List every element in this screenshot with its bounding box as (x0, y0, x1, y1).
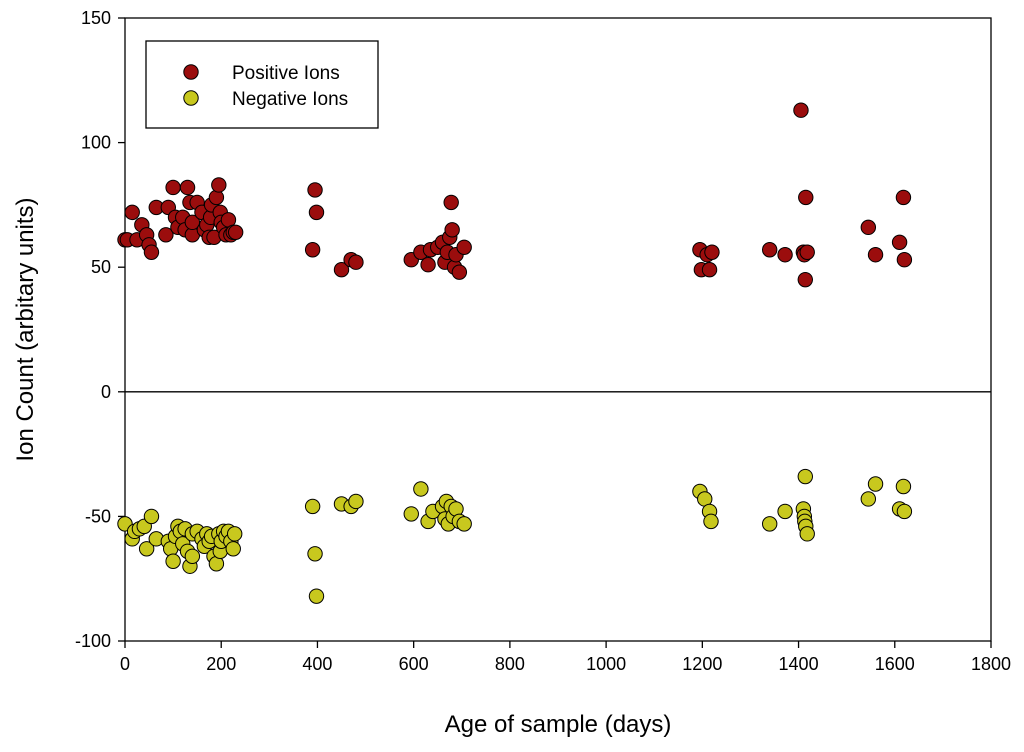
positive-ion-point (860, 219, 877, 236)
positive-ion-point (333, 261, 350, 278)
legend-label-negative-ions: Negative Ions (232, 89, 348, 110)
y-tick-label: 100 (81, 133, 111, 153)
y-tick-label: -100 (75, 631, 111, 651)
negative-ion-point (456, 516, 472, 532)
x-tick-label: 400 (302, 654, 332, 674)
negative-ion-point (867, 476, 884, 492)
negative-ion-point (226, 526, 243, 542)
positive-ion-point (443, 194, 459, 211)
positive-ion-point (777, 247, 793, 263)
positive-ion-point (158, 227, 174, 243)
positive-ion-point (420, 257, 436, 273)
negative-ion-point (304, 498, 321, 515)
negative-ion-point (138, 541, 155, 557)
x-tick-label: 200 (206, 654, 236, 674)
x-tick-label: 600 (399, 654, 429, 674)
legend: Positive Ions Negative Ions (145, 40, 379, 129)
positive-ion-point (451, 264, 468, 280)
y-tick-label: 150 (81, 8, 111, 28)
positive-ion-point (891, 234, 908, 250)
y-tick-label: 50 (91, 257, 111, 277)
positive-ion-point (165, 179, 181, 196)
negative-ion-point (143, 508, 160, 525)
legend-label-positive-ions: Positive Ions (232, 63, 340, 84)
negative-ion-point (703, 513, 719, 530)
positive-ion-point (799, 244, 815, 260)
positive-ion-point (304, 242, 321, 258)
positive-ion-point (701, 261, 718, 278)
positive-ion-point (895, 189, 912, 206)
x-tick-label: 0 (120, 654, 130, 674)
negative-ion-point (895, 478, 912, 495)
positive-ion-point (227, 224, 244, 241)
negative-ion-point (225, 541, 241, 557)
negative-ion-point (761, 516, 778, 532)
data-points (117, 102, 913, 604)
positive-ion-point (348, 254, 364, 270)
positive-ion-point (179, 179, 196, 196)
positive-ion-point (444, 222, 460, 238)
plot-border (124, 17, 992, 642)
positive-ion-point (867, 247, 884, 263)
negative-ion-point (184, 548, 201, 564)
negative-ion-point (413, 481, 429, 497)
y-axis-title: Ion Count (arbitary units) (12, 197, 39, 461)
plot-area (124, 17, 992, 642)
positive-ion-point (797, 271, 813, 288)
negative-ion-point (797, 468, 813, 485)
x-axis-title: Age of sample (days) (445, 711, 672, 738)
axis-ticks: 0 200 400 600 800 1000 1200 1400 1600 1800-100-50… (75, 8, 1011, 674)
x-tick-label: 1800 (971, 654, 1011, 674)
legend-box (145, 40, 379, 129)
x-tick-label: 1600 (875, 654, 915, 674)
legend-marker-negative-ions (183, 90, 199, 106)
x-tick-label: 1000 (586, 654, 626, 674)
positive-ion-point (211, 177, 227, 193)
y-tick-label: 0 (101, 382, 111, 402)
negative-ion-point (799, 526, 815, 542)
negative-ion-point (896, 503, 913, 520)
x-tick-label: 1400 (779, 654, 819, 674)
x-tick-label: 1200 (682, 654, 722, 674)
negative-ion-point (348, 493, 364, 510)
legend-marker-positive-ions (183, 64, 199, 80)
positive-ion-point (896, 252, 913, 268)
positive-ion-point (704, 244, 720, 260)
positive-ion-point (761, 242, 778, 258)
negative-ion-point (403, 506, 419, 522)
negative-ion-point (165, 553, 181, 569)
positive-ion-point (124, 204, 140, 221)
negative-ion-point (307, 546, 323, 562)
positive-ion-point (143, 244, 160, 260)
positive-ion-point (793, 102, 809, 118)
positive-ion-point (456, 239, 472, 255)
negative-ion-point (860, 491, 877, 507)
negative-ion-point (777, 503, 793, 520)
positive-ion-point (798, 189, 814, 206)
positive-ion-point (208, 189, 225, 206)
positive-ion-point (307, 182, 323, 198)
x-tick-label: 800 (495, 654, 525, 674)
negative-ion-point (308, 588, 325, 604)
y-tick-label: -50 (85, 506, 111, 526)
positive-ion-point (308, 204, 325, 221)
